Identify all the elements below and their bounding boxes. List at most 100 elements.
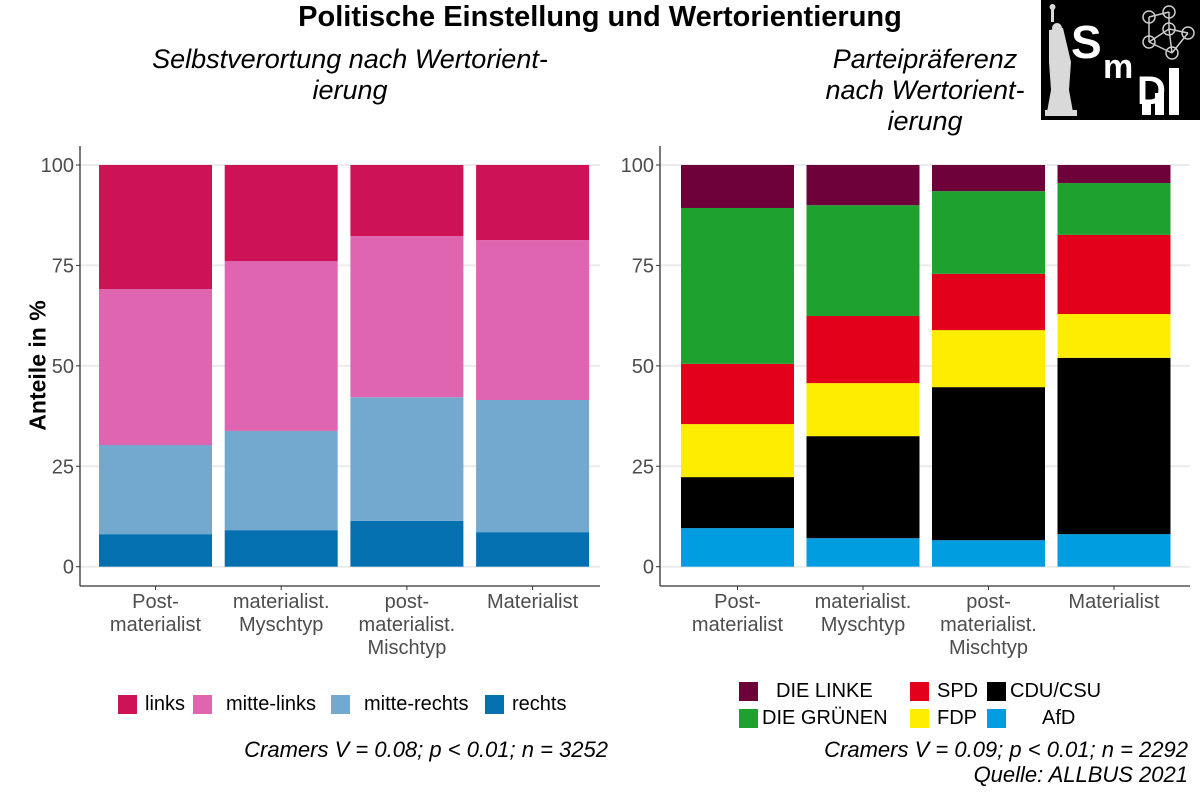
legend-item-rechts: rechts <box>485 693 566 716</box>
left-bar-segment-links <box>476 165 590 241</box>
left-bar-segment-mitte-links <box>99 289 212 445</box>
legend-item-cdu-csu: CDU/CSU <box>987 680 1101 703</box>
right-y-tick-label: 0 <box>643 557 654 579</box>
left-chart-title: Selbstverortung nach Wertorient- ierung <box>80 44 620 106</box>
left-x-tick-label: Myschtyp <box>239 614 323 636</box>
right-bar-segment-die-gr-nen <box>806 205 920 317</box>
right-chart-title: Parteipräferenz nach Wertorient- ierung <box>790 44 1060 137</box>
legend-label: CDU/CSU <box>1010 680 1102 702</box>
left-y-tick-label: 75 <box>52 255 74 277</box>
left-bar-segment-mitte-rechts <box>99 444 212 535</box>
legend-item-mitte-links: mitte-links <box>193 693 316 716</box>
left-caption: Cramers V = 0.08; p < 0.01; n = 3252 <box>244 737 608 762</box>
left-x-tick-label: Mischtyp <box>367 637 446 659</box>
right-x-tick-label: Myschtyp <box>821 614 905 636</box>
legend-swatch <box>987 709 1006 728</box>
right-bar-segment-spd <box>806 316 920 384</box>
right-caption: Cramers V = 0.09; p < 0.01; n = 2292 <box>824 737 1188 762</box>
legend-item-die-linke: DIE LINKE <box>739 680 873 703</box>
right-x-tick-label: Post- <box>714 591 761 613</box>
right-bar-segment-afd <box>681 528 794 567</box>
legend-label: SPD <box>937 680 979 702</box>
right-bar-segment-die-linke <box>1057 165 1171 184</box>
right-bar-segment-fdp <box>1057 314 1171 358</box>
right-bar-segment-fdp <box>932 330 1045 388</box>
right-bar-segment-cdu-csu <box>681 477 794 529</box>
left-bar-segment-mitte-links <box>350 236 464 398</box>
left-chart-title-line: ierung <box>312 75 388 105</box>
figure-title: Politische Einstellung und Wertorientier… <box>298 1 902 33</box>
right-x-tick-label: materialist <box>692 614 784 636</box>
left-bar-segment-rechts <box>99 534 212 567</box>
right-bar-segment-afd <box>1057 534 1171 567</box>
right-bar-segment-cdu-csu <box>806 436 920 539</box>
left-bar-segment-links <box>99 165 212 290</box>
right-bar-segment-spd <box>932 273 1045 331</box>
legend-swatch <box>485 695 504 714</box>
legend-item-die-gruenen: DIE GRÜNEN <box>739 707 888 730</box>
right-bar-segment-fdp <box>806 383 920 437</box>
legend-swatch <box>331 695 350 714</box>
smd-logo-graphic: S m D <box>1045 4 1195 116</box>
legend-label: rechts <box>512 693 567 715</box>
right-y-tick-label: 50 <box>632 356 654 378</box>
left-x-tick-label: Post- <box>132 591 179 613</box>
legend-swatch <box>910 682 929 701</box>
right-chart-title-line: ierung <box>887 106 963 136</box>
right-chart-title-line: Parteipräferenz <box>832 44 1018 74</box>
legend-item-fdp: FDP <box>910 707 977 730</box>
statue-of-liberty-icon <box>1045 4 1077 116</box>
right-bar-segment-spd <box>1057 234 1171 315</box>
legend-label: AfD <box>1042 707 1076 729</box>
left-bar-segment-links <box>224 165 338 262</box>
right-bar-segment-spd <box>681 363 794 425</box>
legend-label: mitte-rechts <box>364 693 469 715</box>
legend-label: mitte-links <box>226 693 317 715</box>
source-note: Quelle: ALLBUS 2021 <box>973 762 1188 787</box>
logo-letter-s: S <box>1071 16 1102 68</box>
right-y-tick-label: 25 <box>632 456 654 478</box>
right-bar-segment-die-gr-nen <box>932 191 1045 274</box>
left-bar-segment-rechts <box>224 530 338 567</box>
right-x-tick-label: materialist. <box>940 614 1037 636</box>
left-bar-segment-links <box>350 165 464 237</box>
legend-item-links: links <box>118 693 185 716</box>
right-bar-segment-afd <box>932 540 1045 567</box>
left-chart-title-line: Selbstverortung nach Wertorient- <box>152 44 548 74</box>
legend-label: links <box>145 693 186 715</box>
left-x-tick-label: post- <box>385 591 429 613</box>
legend-swatch <box>987 682 1006 701</box>
left-bar-segment-mitte-rechts <box>224 430 338 531</box>
right-chart-title-line: nach Wertorient- <box>825 75 1025 105</box>
right-bar-segment-die-linke <box>681 165 794 208</box>
legend-swatch <box>193 695 212 714</box>
left-bar-segment-mitte-rechts <box>350 397 464 521</box>
left-x-tick-label: materialist <box>110 614 202 636</box>
left-y-tick-label: 100 <box>41 155 74 177</box>
right-y-tick-label: 75 <box>632 255 654 277</box>
right-bar-segment-cdu-csu <box>932 387 1045 541</box>
left-y-tick-label: 0 <box>63 557 74 579</box>
right-bar-segment-die-linke <box>806 165 920 206</box>
left-bar-segment-mitte-rechts <box>476 399 590 533</box>
left-bar-segment-mitte-links <box>476 240 590 400</box>
right-bar-segment-fdp <box>681 424 794 478</box>
legend-swatch <box>739 709 758 728</box>
legend-item-spd: SPD <box>910 680 978 703</box>
right-x-tick-label: Materialist <box>1068 591 1160 613</box>
legend-item-afd: AfD <box>987 707 1075 730</box>
right-bar-segment-die-linke <box>932 165 1045 192</box>
right-bar-segment-die-gr-nen <box>1057 183 1171 235</box>
right-x-tick-label: Mischtyp <box>949 637 1028 659</box>
right-x-tick-label: materialist. <box>815 591 912 613</box>
left-y-tick-label: 25 <box>52 456 74 478</box>
left-bar-segment-rechts <box>476 532 590 567</box>
bar-chart-icon <box>1142 68 1179 115</box>
legend-swatch <box>739 682 758 701</box>
right-x-tick-label: post- <box>966 591 1010 613</box>
legend-label: DIE GRÜNEN <box>762 707 888 729</box>
left-bar-segment-mitte-links <box>224 261 338 431</box>
left-x-tick-label: Materialist <box>487 591 579 613</box>
network-icon <box>1142 5 1195 60</box>
